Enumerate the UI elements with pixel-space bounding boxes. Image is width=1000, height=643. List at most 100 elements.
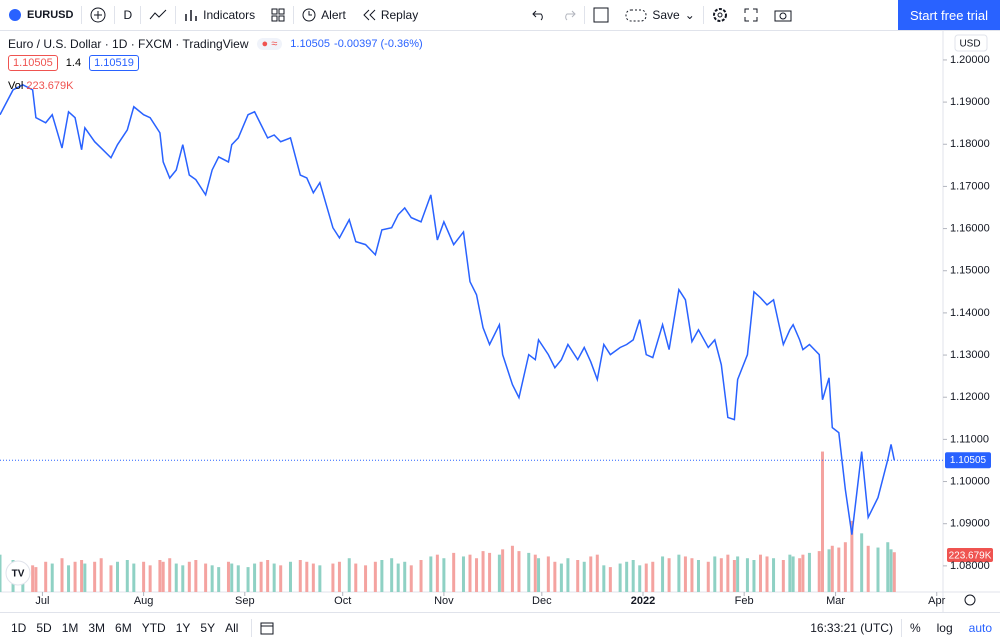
y-tick-label: 1.20000 xyxy=(950,54,990,66)
x-tick-label: Aug xyxy=(134,595,154,607)
layouts[interactable] xyxy=(263,0,293,30)
auto[interactable]: auto xyxy=(968,621,992,635)
volume-bar xyxy=(661,556,665,592)
volume-bar xyxy=(373,561,377,592)
volume-bar xyxy=(827,549,831,592)
volume-bar xyxy=(50,563,54,592)
layout-box[interactable] xyxy=(585,0,617,30)
indicators[interactable]: Indicators xyxy=(176,0,263,30)
volume-bar xyxy=(158,560,162,592)
x-tick-label: Nov xyxy=(434,595,454,607)
volume-bar xyxy=(860,533,864,592)
legend-pill[interactable]: ● ≈ xyxy=(256,38,283,50)
volume-bar xyxy=(34,567,38,592)
volume-bar xyxy=(488,552,492,592)
volume-bar xyxy=(625,561,629,592)
save[interactable]: Save ⌄ xyxy=(617,0,702,30)
volume-bar xyxy=(181,565,185,592)
fullscreen[interactable] xyxy=(736,0,766,30)
volume-bar xyxy=(259,561,263,592)
interval[interactable]: D xyxy=(123,8,133,22)
volume-bar xyxy=(246,567,250,592)
clock[interactable]: 16:33:21 (UTC) xyxy=(810,621,893,635)
settings-icon[interactable] xyxy=(964,594,976,606)
x-tick-label: 2022 xyxy=(631,595,655,607)
snapshot[interactable] xyxy=(766,0,800,30)
volume-bar xyxy=(311,563,315,592)
volume-bar xyxy=(132,563,136,592)
volume-bar xyxy=(843,542,847,592)
volume-bar xyxy=(44,561,48,592)
volume-bar xyxy=(497,554,501,592)
volume-bar xyxy=(279,565,283,592)
redo[interactable] xyxy=(554,0,584,30)
range-button[interactable]: 6M xyxy=(115,621,132,635)
volume-bar xyxy=(546,556,550,592)
volume-bar xyxy=(354,563,358,592)
tv-logo xyxy=(5,560,31,586)
range-button[interactable]: 1Y xyxy=(175,621,191,635)
currency[interactable]: USD xyxy=(959,39,980,50)
range-button[interactable]: 3M xyxy=(88,621,106,635)
volume-bar xyxy=(125,560,129,592)
volume-bar xyxy=(537,558,541,592)
date-range[interactable] xyxy=(252,613,282,643)
volume-bar xyxy=(318,565,322,592)
volume-bar xyxy=(510,545,514,592)
volume-bar xyxy=(772,558,776,592)
log[interactable]: log xyxy=(936,621,953,635)
volume-bar xyxy=(396,563,400,592)
volume-bar xyxy=(566,558,570,592)
range-button[interactable]: 1M xyxy=(61,621,79,635)
ask[interactable]: 1.10519 xyxy=(89,55,139,71)
y-tick-label: 1.19000 xyxy=(950,96,990,108)
y-tick-label: 1.11000 xyxy=(950,433,989,445)
volume-bar xyxy=(638,565,642,592)
legend-title: Euro / U.S. Dollar · 1D · FXCM · Trading… xyxy=(8,37,249,51)
volume-bar xyxy=(475,558,479,592)
volume-bar xyxy=(589,556,593,592)
alert[interactable]: Alert xyxy=(294,0,354,30)
range-button[interactable]: All xyxy=(225,621,239,635)
start-trial-button[interactable]: Start free trial xyxy=(897,0,1000,30)
volume-bar xyxy=(801,554,805,592)
range-button[interactable]: 5D xyxy=(36,621,52,635)
volume-bar xyxy=(187,561,191,592)
volume-bar xyxy=(337,561,341,592)
volume-bar xyxy=(576,560,580,592)
bid[interactable]: 1.10505 xyxy=(8,55,58,71)
volume-bar xyxy=(142,561,146,592)
replay[interactable]: Replay xyxy=(354,0,426,30)
range-button[interactable]: YTD xyxy=(141,621,166,635)
volume-bar xyxy=(298,560,302,592)
volume-bar xyxy=(230,563,234,592)
volume-bar xyxy=(713,556,717,592)
undo[interactable] xyxy=(524,0,554,30)
volume-bar xyxy=(696,560,700,592)
chart-style[interactable] xyxy=(141,0,175,30)
percent[interactable]: % xyxy=(909,621,921,635)
volume-bar xyxy=(272,563,276,592)
volume-bar xyxy=(31,565,35,592)
range-button[interactable]: 5Y xyxy=(200,621,216,635)
volume-bar xyxy=(99,558,103,592)
currency-button[interactable] xyxy=(954,34,988,52)
compare[interactable] xyxy=(82,0,114,30)
x-tick-label: Jul xyxy=(35,595,49,607)
volume-bar xyxy=(0,554,2,592)
volume-bar xyxy=(403,561,407,592)
y-tick-label: 1.18000 xyxy=(950,138,990,150)
range-button[interactable]: 1D xyxy=(11,621,27,635)
volume-bar xyxy=(194,560,198,592)
volume-bar xyxy=(719,558,723,592)
volume-bar xyxy=(80,560,84,592)
settings[interactable] xyxy=(704,0,736,30)
y-tick-label: 1.15000 xyxy=(950,265,990,277)
volume-bar xyxy=(595,554,599,592)
volume-bar xyxy=(481,551,485,592)
volume-bar xyxy=(602,565,606,592)
alert-text: Alert xyxy=(321,8,346,22)
volume-bar xyxy=(798,558,802,592)
symbol[interactable]: EURUSD xyxy=(0,0,81,30)
